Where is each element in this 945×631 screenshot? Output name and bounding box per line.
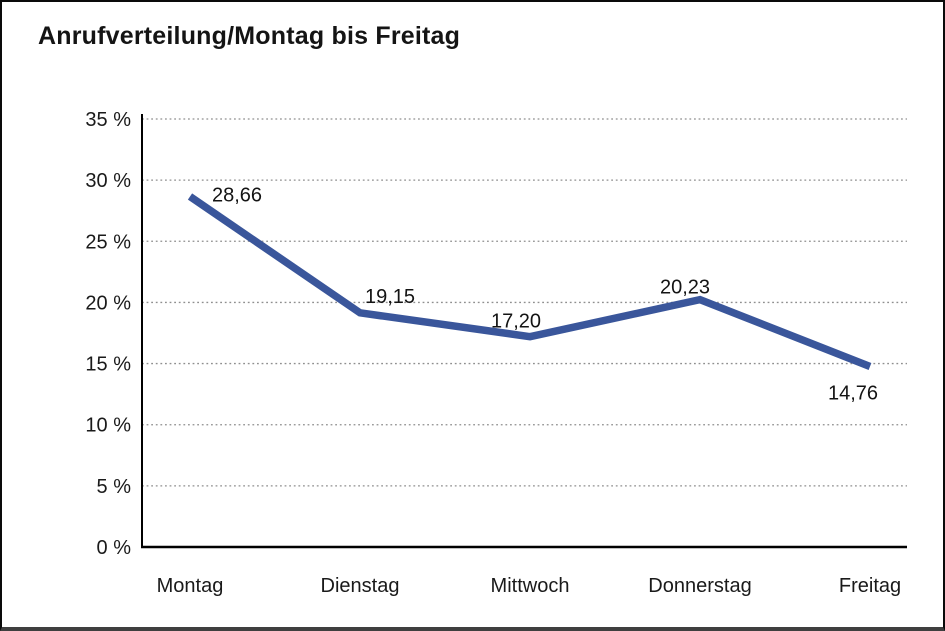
- x-axis-label: Donnerstag: [648, 575, 751, 597]
- x-axis-label: Freitag: [839, 575, 901, 597]
- data-label: 19,15: [365, 286, 415, 308]
- y-tick-label: 5 %: [97, 476, 132, 498]
- y-tick-label: 30 %: [85, 170, 131, 192]
- data-label: 28,66: [212, 185, 262, 207]
- y-tick-label: 0 %: [97, 537, 132, 559]
- y-tick-label: 25 %: [85, 231, 131, 253]
- data-line: [187, 193, 872, 370]
- data-label: 14,76: [828, 383, 878, 405]
- y-tick-label: 10 %: [85, 415, 131, 437]
- data-label: 17,20: [491, 311, 541, 333]
- y-tick-label: 20 %: [85, 292, 131, 314]
- x-axis-label: Dienstag: [321, 575, 400, 597]
- chart-title: Anrufverteilung/Montag bis Freitag: [38, 22, 461, 50]
- y-tick-label: 35 %: [85, 109, 131, 131]
- data-label: 20,23: [660, 277, 710, 299]
- x-axis-label: Montag: [157, 575, 224, 597]
- x-axis-label: Mittwoch: [491, 575, 570, 597]
- y-tick-label: 15 %: [85, 354, 131, 376]
